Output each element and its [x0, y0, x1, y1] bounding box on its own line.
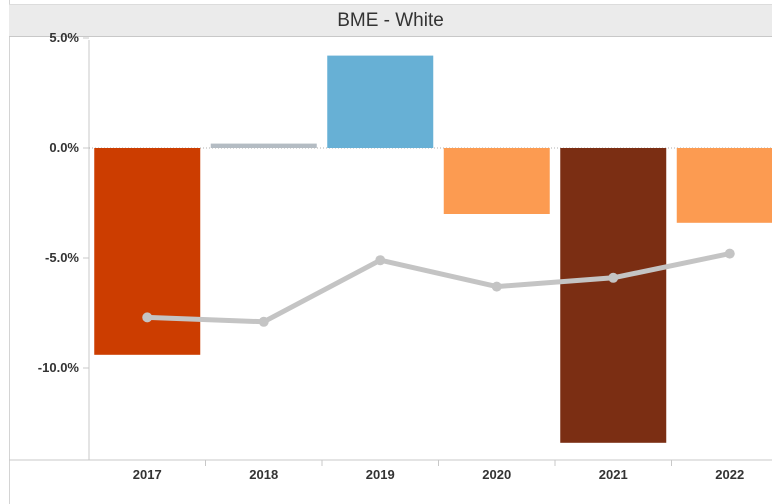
bars [94, 55, 772, 443]
chart-title: BME - White [9, 4, 772, 37]
y-axis-ticks: 5.0% 0.0% -5.0% -10.0% [38, 30, 89, 375]
x-tick-label: 2019 [366, 467, 395, 482]
y-tick-label: -10.0% [38, 360, 80, 375]
left-rail [0, 0, 10, 504]
x-tick-label: 2021 [599, 467, 628, 482]
trend-line-path [144, 251, 733, 325]
y-tick-label: 0.0% [49, 140, 79, 155]
bar-2020 [443, 148, 550, 214]
bar-2018 [210, 143, 317, 148]
bar-2017 [94, 148, 201, 355]
x-tick-label: 2022 [715, 467, 744, 482]
line-point-2019 [375, 255, 386, 266]
trend-line [142, 248, 735, 327]
line-point-2020 [491, 281, 502, 292]
y-tick-label: 5.0% [49, 30, 79, 45]
bar-2022 [676, 148, 772, 223]
bar-2019 [327, 55, 434, 148]
x-axis-ticks: 2017 2018 2019 2020 2021 2022 [133, 460, 744, 482]
bar-2021 [560, 148, 667, 443]
chart-title-text: BME - White [337, 9, 444, 31]
line-point-2021 [608, 272, 619, 283]
line-point-2017 [142, 312, 153, 323]
axes [9, 40, 772, 461]
y-tick-label: -5.0% [45, 250, 79, 265]
x-tick-label: 2017 [133, 467, 162, 482]
x-tick-label: 2018 [249, 467, 278, 482]
line-point-2018 [258, 316, 269, 327]
line-point-2022 [724, 248, 735, 259]
x-tick-label: 2020 [482, 467, 511, 482]
